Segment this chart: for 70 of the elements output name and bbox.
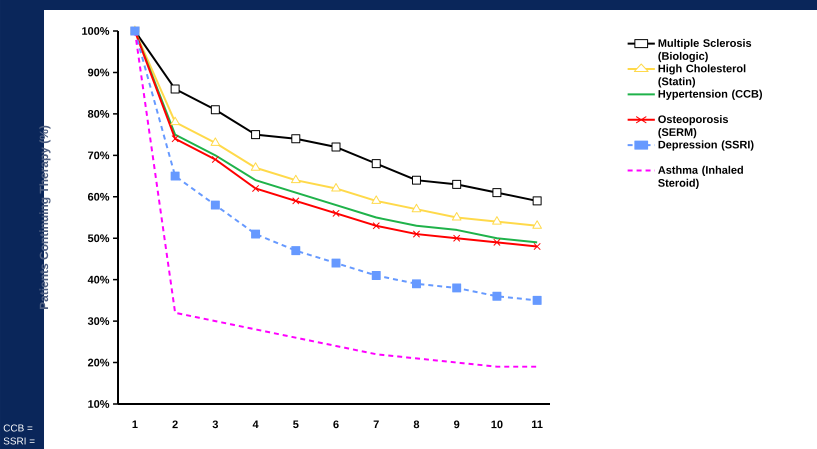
- point: [252, 184, 260, 192]
- point: [251, 230, 260, 239]
- text: CCB =: [4, 424, 32, 432]
- y-axis-title: Patients Continuing Therapy (%): [39, 126, 51, 310]
- y-tick-label: 100%: [82, 27, 110, 35]
- x-tick-label: 6: [333, 420, 339, 428]
- point: [212, 156, 220, 164]
- legend-label: Depression (SSRI): [658, 140, 754, 151]
- point: [251, 130, 260, 140]
- point: [372, 271, 381, 280]
- point: [493, 238, 501, 246]
- point: [372, 159, 381, 168]
- y-tick-label: 80%: [88, 110, 110, 118]
- x-tick-label: 3: [212, 420, 218, 428]
- point: [290, 174, 301, 184]
- point: [452, 180, 462, 189]
- legend-label: Multiple Sclerosis (Biologic): [658, 38, 752, 62]
- point: [250, 162, 260, 171]
- point: [170, 172, 180, 181]
- point: [331, 183, 341, 192]
- y-tick-label: 90%: [88, 68, 110, 76]
- x-tick-label: 10: [492, 420, 503, 428]
- point: [492, 188, 502, 198]
- legend-label: Osteoporosis (SERM): [658, 115, 728, 138]
- point: [452, 283, 462, 292]
- point: [171, 135, 179, 142]
- point: [210, 200, 220, 210]
- y-tick-label: 40%: [88, 276, 110, 284]
- y-tick-label: 70%: [88, 151, 110, 160]
- x-tick-label: 7: [374, 420, 379, 428]
- point: [170, 116, 180, 126]
- x-tick-label: 4: [252, 420, 259, 428]
- point: [492, 292, 502, 301]
- point: [492, 216, 502, 225]
- point: [453, 234, 460, 242]
- point: [412, 279, 421, 288]
- point: [532, 220, 542, 229]
- point: [412, 230, 420, 238]
- x-tick-label: 11: [532, 420, 543, 428]
- x-tick-label: 9: [454, 420, 460, 428]
- point: [170, 84, 180, 94]
- point: [210, 105, 220, 114]
- legend-label: High Cholesterol (Statin): [658, 64, 746, 88]
- x-tick-label: 5: [293, 420, 299, 428]
- legend-label: Asthma (Inhaled Steroid): [658, 166, 743, 189]
- x-tick-label: 8: [414, 420, 420, 428]
- point: [332, 210, 340, 218]
- text: SSRI =: [4, 437, 35, 445]
- y-tick-label: 60%: [88, 192, 110, 201]
- point: [291, 134, 300, 144]
- y-tick-label: 20%: [88, 358, 110, 366]
- point: [533, 242, 541, 250]
- point: [412, 176, 421, 185]
- point: [332, 258, 341, 268]
- point: [292, 197, 300, 205]
- point: [532, 296, 542, 305]
- point: [291, 246, 300, 256]
- point: [372, 222, 380, 230]
- x-tick-label: 1: [132, 420, 138, 428]
- point: [210, 137, 220, 146]
- y-tick-label: 10%: [88, 400, 110, 408]
- point: [332, 142, 341, 152]
- point: [452, 212, 462, 220]
- point: [412, 204, 422, 212]
- y-tick-label: 50%: [88, 234, 110, 242]
- x-tick-label: 2: [172, 420, 178, 428]
- y-tick-label: 30%: [88, 317, 110, 325]
- point: [371, 195, 382, 204]
- legend-label: Hypertension (CCB): [658, 90, 762, 100]
- point: [532, 196, 542, 206]
